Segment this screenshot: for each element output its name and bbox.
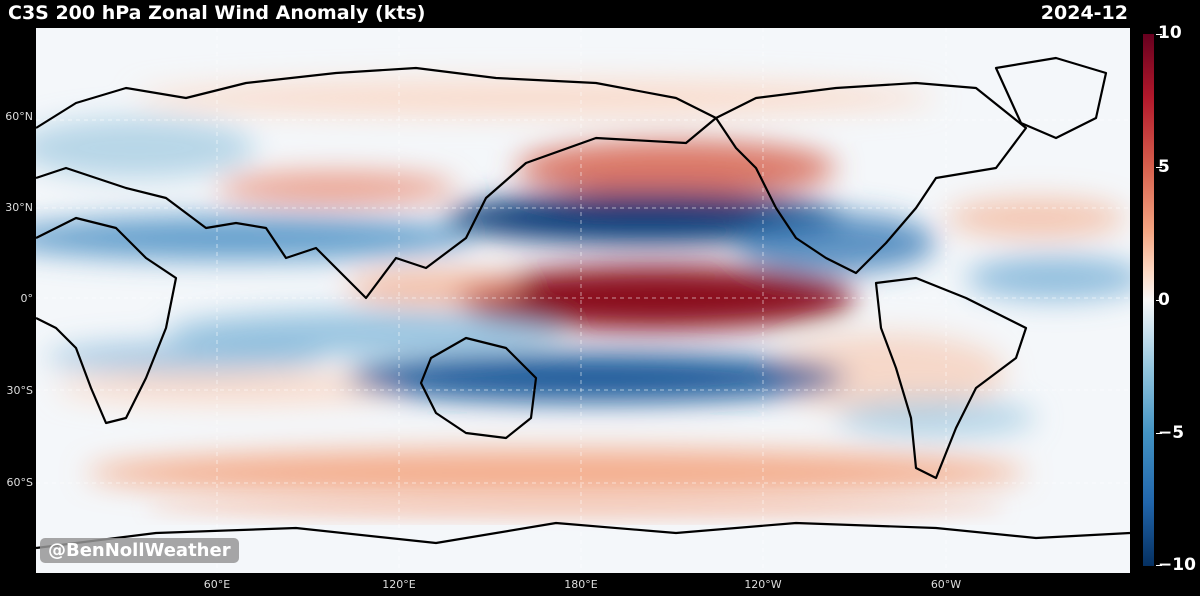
lat-label-0: 0° bbox=[20, 292, 34, 305]
colorbar-tick bbox=[1156, 167, 1162, 168]
map-date: 2024-12 bbox=[1040, 2, 1128, 24]
colorbar-label-10: 10 bbox=[1158, 23, 1182, 43]
lon-label-180e: 180°E bbox=[564, 578, 598, 591]
map-title: C3S 200 hPa Zonal Wind Anomaly (kts) bbox=[8, 2, 426, 24]
colorbar-tick bbox=[1156, 433, 1162, 434]
lat-label-60n: 60°N bbox=[5, 110, 33, 123]
colorbar-tick bbox=[1156, 34, 1162, 35]
colorbar bbox=[1143, 34, 1154, 566]
lon-label-120w: 120°W bbox=[744, 578, 782, 591]
lon-label-120e: 120°E bbox=[382, 578, 416, 591]
colorbar-tick bbox=[1156, 300, 1162, 301]
colorbar-label-5: 5 bbox=[1158, 157, 1170, 177]
map-canvas bbox=[36, 28, 1130, 573]
lon-label-60w: 60°W bbox=[930, 578, 962, 591]
anomaly-map bbox=[36, 28, 1130, 573]
lon-label-60e: 60°E bbox=[203, 578, 231, 591]
lat-label-30s: 30°S bbox=[6, 384, 33, 397]
colorbar-label-0: 0 bbox=[1158, 290, 1170, 310]
gridlines bbox=[36, 28, 1130, 573]
colorbar-label-neg5: −5 bbox=[1158, 423, 1185, 443]
lat-label-60s: 60°S bbox=[6, 476, 33, 489]
colorbar-tick bbox=[1156, 565, 1162, 566]
lat-label-30n: 30°N bbox=[5, 201, 33, 214]
watermark-badge: @BenNollWeather bbox=[40, 538, 239, 563]
coastlines bbox=[36, 56, 1130, 550]
colorbar-label-neg10: −10 bbox=[1158, 555, 1196, 575]
anomaly-field bbox=[36, 80, 1130, 497]
